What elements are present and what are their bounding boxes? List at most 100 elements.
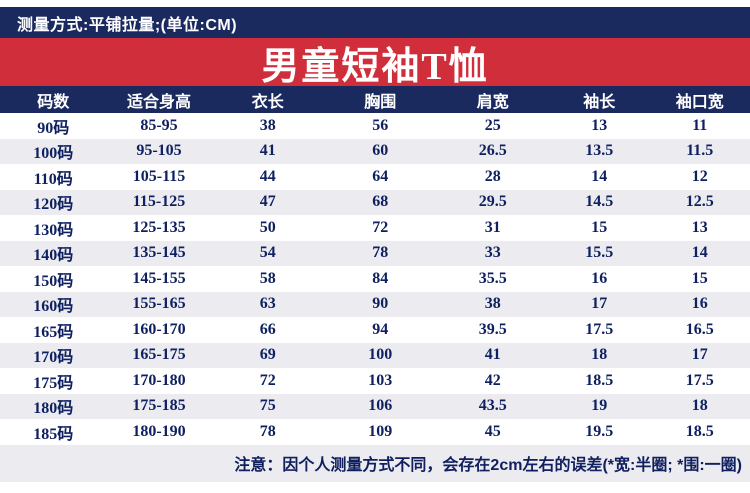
cell-size: 120码	[33, 196, 74, 214]
measurement-method-text: 测量方式:平铺拉量;(单位:CM)	[17, 16, 238, 34]
cell-height: 160-170	[132, 320, 186, 338]
cell-sleeve: 19	[591, 397, 608, 415]
table-header-row: 码数 适合身高 衣长 胸围 肩宽 袖长 袖口宽	[0, 86, 750, 113]
cell-cuff: 12	[691, 167, 708, 185]
cell-length: 63	[259, 295, 276, 313]
cell-length: 54	[259, 244, 276, 262]
cell-chest: 64	[372, 167, 389, 185]
cell-length: 41	[259, 142, 276, 160]
cell-chest: 103	[368, 371, 393, 389]
cell-chest: 78	[372, 244, 389, 262]
table-row: 140码 135-145 54 78 33 15.5 14	[0, 240, 750, 266]
cell-sleeve: 17	[591, 295, 608, 313]
cell-shoulder: 29.5	[478, 193, 507, 211]
cell-size: 130码	[33, 221, 74, 239]
cell-chest: 109	[368, 422, 393, 440]
cell-chest: 106	[368, 397, 393, 415]
column-header-length: 衣长	[251, 93, 284, 111]
cell-chest: 94	[372, 320, 389, 338]
cell-size: 185码	[33, 425, 74, 443]
table-row: 130码 125-135 50 72 31 15 13	[0, 215, 750, 241]
cell-chest: 84	[372, 269, 389, 287]
cell-size: 170码	[33, 349, 74, 367]
cell-length: 58	[259, 269, 276, 287]
cell-length: 50	[259, 218, 276, 236]
cell-shoulder: 45	[484, 422, 501, 440]
cell-cuff: 12.5	[685, 193, 714, 211]
cell-shoulder: 43.5	[478, 397, 507, 415]
cell-cuff: 18.5	[685, 422, 714, 440]
cell-cuff: 16	[691, 295, 708, 313]
cell-height: 165-175	[132, 346, 186, 364]
cell-chest: 100	[368, 346, 393, 364]
cell-height: 145-155	[132, 269, 186, 287]
page-title: 男童短袖T恤	[261, 45, 489, 88]
cell-length: 66	[259, 320, 276, 338]
cell-height: 175-185	[132, 397, 186, 415]
cell-sleeve: 13.5	[585, 142, 614, 160]
top-spacer	[0, 0, 750, 7]
cell-size: 140码	[33, 247, 74, 265]
cell-shoulder: 42	[484, 371, 501, 389]
table-row: 110码 105-115 44 64 28 14 12	[0, 164, 750, 190]
column-header-shoulder: 肩宽	[476, 93, 509, 111]
measurement-note-text: 注意：因个人测量方式不同，会存在2cm左右的误差(*宽:半圈; *围:一圈)	[234, 457, 742, 474]
table-body: 90码 85-95 38 56 25 13 11 100码 95-105 41 …	[0, 113, 750, 445]
cell-chest: 90	[372, 295, 389, 313]
cell-sleeve: 14	[591, 167, 608, 185]
cell-cuff: 17.5	[685, 371, 714, 389]
cell-sleeve: 18	[591, 346, 608, 364]
cell-chest: 60	[372, 142, 389, 160]
cell-sleeve: 13	[591, 116, 608, 134]
cell-height: 155-165	[132, 295, 186, 313]
cell-sleeve: 14.5	[585, 193, 614, 211]
cell-chest: 68	[372, 193, 389, 211]
cell-cuff: 15	[691, 269, 708, 287]
cell-height: 105-115	[132, 167, 186, 185]
title-banner: 男童短袖T恤	[0, 38, 750, 88]
size-table: 码数 适合身高 衣长 胸围 肩宽 袖长 袖口宽 90码 85-95 38 56 …	[0, 86, 750, 445]
cell-sleeve: 19.5	[585, 422, 614, 440]
cell-shoulder: 38	[484, 295, 501, 313]
cell-size: 90码	[37, 119, 70, 137]
table-row: 175码 170-180 72 103 42 18.5 17.5	[0, 368, 750, 394]
cell-size: 100码	[33, 145, 74, 163]
table-row: 165码 160-170 66 94 39.5 17.5 16.5	[0, 317, 750, 343]
cell-height: 85-95	[140, 116, 178, 134]
cell-cuff: 11.5	[686, 142, 714, 160]
note-row: 注意：因个人测量方式不同，会存在2cm左右的误差(*宽:半圈; *围:一圈)	[0, 444, 750, 482]
cell-height: 180-190	[132, 422, 186, 440]
table-row: 150码 145-155 58 84 35.5 16 15	[0, 266, 750, 292]
cell-shoulder: 39.5	[478, 320, 507, 338]
cell-cuff: 11	[692, 116, 708, 134]
cell-length: 72	[259, 371, 276, 389]
cell-size: 180码	[33, 400, 74, 418]
cell-cuff: 18	[691, 397, 708, 415]
table-row: 160码 155-165 63 90 38 17 16	[0, 291, 750, 317]
table-row: 90码 85-95 38 56 25 13 11	[0, 113, 750, 139]
cell-height: 95-105	[136, 142, 182, 160]
column-header-cuff: 袖口宽	[675, 93, 724, 111]
cell-shoulder: 31	[484, 218, 501, 236]
column-header-sleeve: 袖长	[583, 93, 616, 111]
cell-height: 125-135	[132, 218, 186, 236]
cell-size: 175码	[33, 374, 74, 392]
cell-size: 150码	[33, 272, 74, 290]
cell-sleeve: 15.5	[585, 244, 614, 262]
cell-shoulder: 25	[484, 116, 501, 134]
cell-shoulder: 26.5	[478, 142, 507, 160]
column-header-chest: 胸围	[364, 93, 397, 111]
column-header-size: 码数	[37, 93, 70, 111]
cell-length: 78	[259, 422, 276, 440]
cell-length: 38	[259, 116, 276, 134]
cell-sleeve: 16	[591, 269, 608, 287]
cell-height: 135-145	[132, 244, 186, 262]
cell-length: 69	[259, 346, 276, 364]
cell-size: 165码	[33, 323, 74, 341]
column-header-height: 适合身高	[126, 93, 191, 111]
cell-length: 44	[259, 167, 276, 185]
measurement-method-bar: 测量方式:平铺拉量;(单位:CM)	[0, 7, 750, 38]
cell-size: 110码	[33, 170, 73, 188]
cell-size: 160码	[33, 298, 74, 316]
